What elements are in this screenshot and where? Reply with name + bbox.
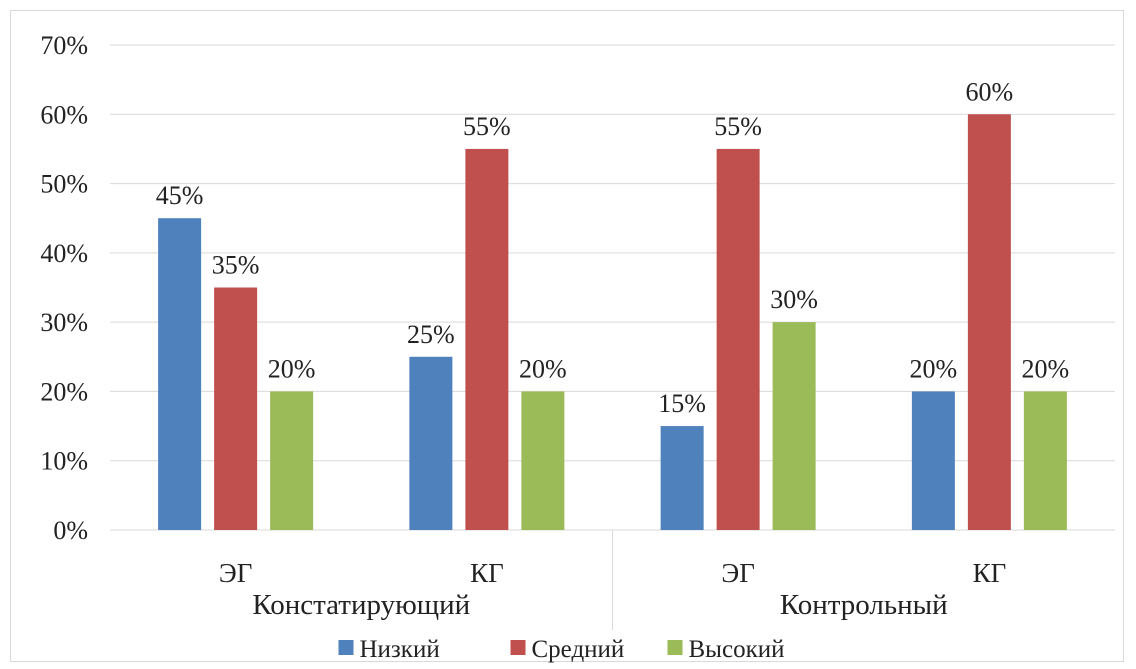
bar	[158, 218, 202, 530]
legend-swatch	[338, 640, 354, 655]
legend-swatch	[667, 640, 683, 655]
y-tick-label: 30%	[40, 308, 88, 337]
data-label: 60%	[966, 77, 1014, 106]
bar	[465, 148, 509, 530]
bar	[772, 322, 816, 530]
bar	[214, 287, 258, 530]
legend-label: Высокий	[689, 636, 785, 663]
y-axis-ticks: 0% 10% 20% 30% 40% 50% 60% 70%	[40, 31, 88, 545]
legend-swatch	[510, 640, 526, 655]
group-labels: Констатирующий Контрольный	[252, 530, 948, 630]
y-tick-label: 50%	[40, 170, 88, 199]
y-tick-label: 0%	[53, 516, 88, 545]
category-label: КГ	[973, 558, 1007, 588]
y-tick-label: 20%	[40, 377, 88, 406]
data-label: 20%	[519, 354, 567, 383]
data-label: 15%	[658, 389, 706, 418]
bar	[911, 391, 955, 530]
legend-label: Средний	[532, 636, 625, 663]
y-tick-label: 10%	[40, 447, 88, 476]
bar	[716, 148, 760, 530]
bar	[967, 114, 1011, 531]
data-label: 25%	[407, 320, 455, 349]
category-labels: ЭГ КГ ЭГ КГ	[219, 558, 1006, 588]
group-label: Констатирующий	[252, 589, 470, 621]
category-label: ЭГ	[219, 558, 252, 588]
bar	[660, 426, 704, 530]
data-label: 55%	[714, 112, 762, 141]
category-label: КГ	[470, 558, 504, 588]
data-label: 20%	[910, 354, 958, 383]
bar	[1023, 391, 1067, 530]
y-tick-label: 70%	[40, 31, 88, 60]
data-label: 30%	[770, 285, 818, 314]
data-label: 45%	[156, 181, 204, 210]
bar	[521, 391, 565, 530]
group-label: Контрольный	[780, 589, 948, 621]
bar	[270, 391, 314, 530]
legend-label: Низкий	[360, 636, 440, 663]
data-labels: 45% 25% 15% 20% 35% 55% 55% 60% 20% 20% 30% 20%	[156, 77, 1069, 418]
legend: Низкий Средний Высокий	[338, 636, 785, 663]
data-label: 35%	[212, 251, 260, 280]
category-label: ЭГ	[721, 558, 754, 588]
data-label: 55%	[463, 112, 511, 141]
data-label: 20%	[268, 354, 316, 383]
y-tick-label: 60%	[40, 100, 88, 129]
y-tick-label: 40%	[40, 239, 88, 268]
bar	[409, 356, 453, 530]
gridlines	[110, 44, 1115, 531]
bars	[158, 114, 1067, 531]
data-label: 20%	[1022, 354, 1070, 383]
